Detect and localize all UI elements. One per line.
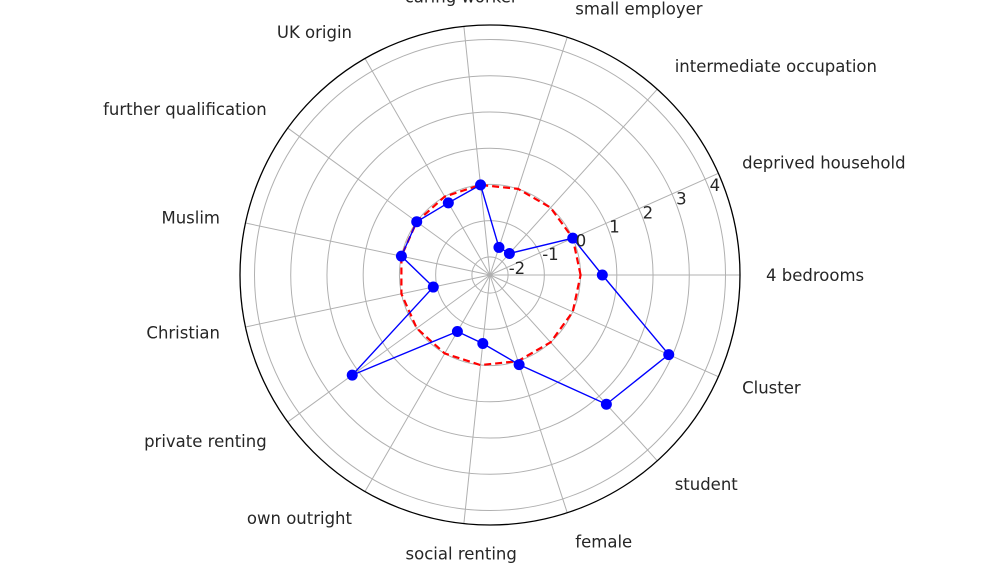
angular-gridline [489,88,658,276]
angular-gridline [489,274,658,462]
angular-gridline [463,26,491,276]
data-point [567,232,579,244]
data-point [503,247,515,259]
category-label: female [575,533,632,552]
category-label: intermediate occupation [675,57,877,76]
data-point [442,197,454,209]
angular-gridline [287,274,491,423]
category-label: small employer [575,0,702,19]
angular-gridline [489,172,719,276]
angular-gridline [287,127,491,276]
data-point [663,349,675,361]
category-label: social renting [406,545,517,564]
category-label: Christian [146,323,220,342]
radial-tick-label: -2 [509,259,525,278]
category-label: Muslim [161,209,220,228]
category-label: Cluster [742,378,801,397]
angular-gridline [364,274,491,492]
radial-tick-label: 4 [710,176,721,195]
reference-series-line [400,183,582,367]
category-label: own outright [247,509,353,528]
angular-gridline [463,274,491,524]
radial-tick-label: -1 [542,245,558,264]
category-label: further qualification [103,100,267,119]
category-label: caring worker [405,0,518,7]
radial-tick-label: 2 [643,204,654,223]
radial-tick-label: 3 [676,190,687,209]
data-point [513,359,525,371]
category-label: UK origin [277,23,352,42]
category-label: private renting [144,432,267,451]
angular-gridline [245,274,491,328]
data-point [427,281,439,293]
category-label: student [675,475,739,494]
data-point [596,269,608,281]
data-point [600,398,612,410]
data-point [411,216,423,228]
data-point [493,241,505,253]
radial-tick-label: 0 [576,231,587,250]
series-layer [346,179,675,410]
cluster-series-line [351,183,670,406]
angular-gridline [245,222,491,276]
data-point [475,179,487,191]
angular-gridline [489,274,568,513]
angular-gridline [364,58,491,276]
polar-grid [239,24,741,526]
category-label: deprived household [742,154,905,173]
angular-gridline [489,274,719,378]
data-point [346,369,358,381]
category-label: 4 bedrooms [766,266,864,285]
angular-gridline [489,37,568,276]
data-point [395,250,407,262]
data-point [451,325,463,337]
radial-tick-label: 1 [609,218,620,237]
radial-tick-labels: -2 -1 0 1 2 3 4 [509,176,720,278]
polar-frame [239,24,741,526]
category-labels: 4 bedrooms deprived household intermediate… [103,0,905,564]
data-point [477,337,489,349]
